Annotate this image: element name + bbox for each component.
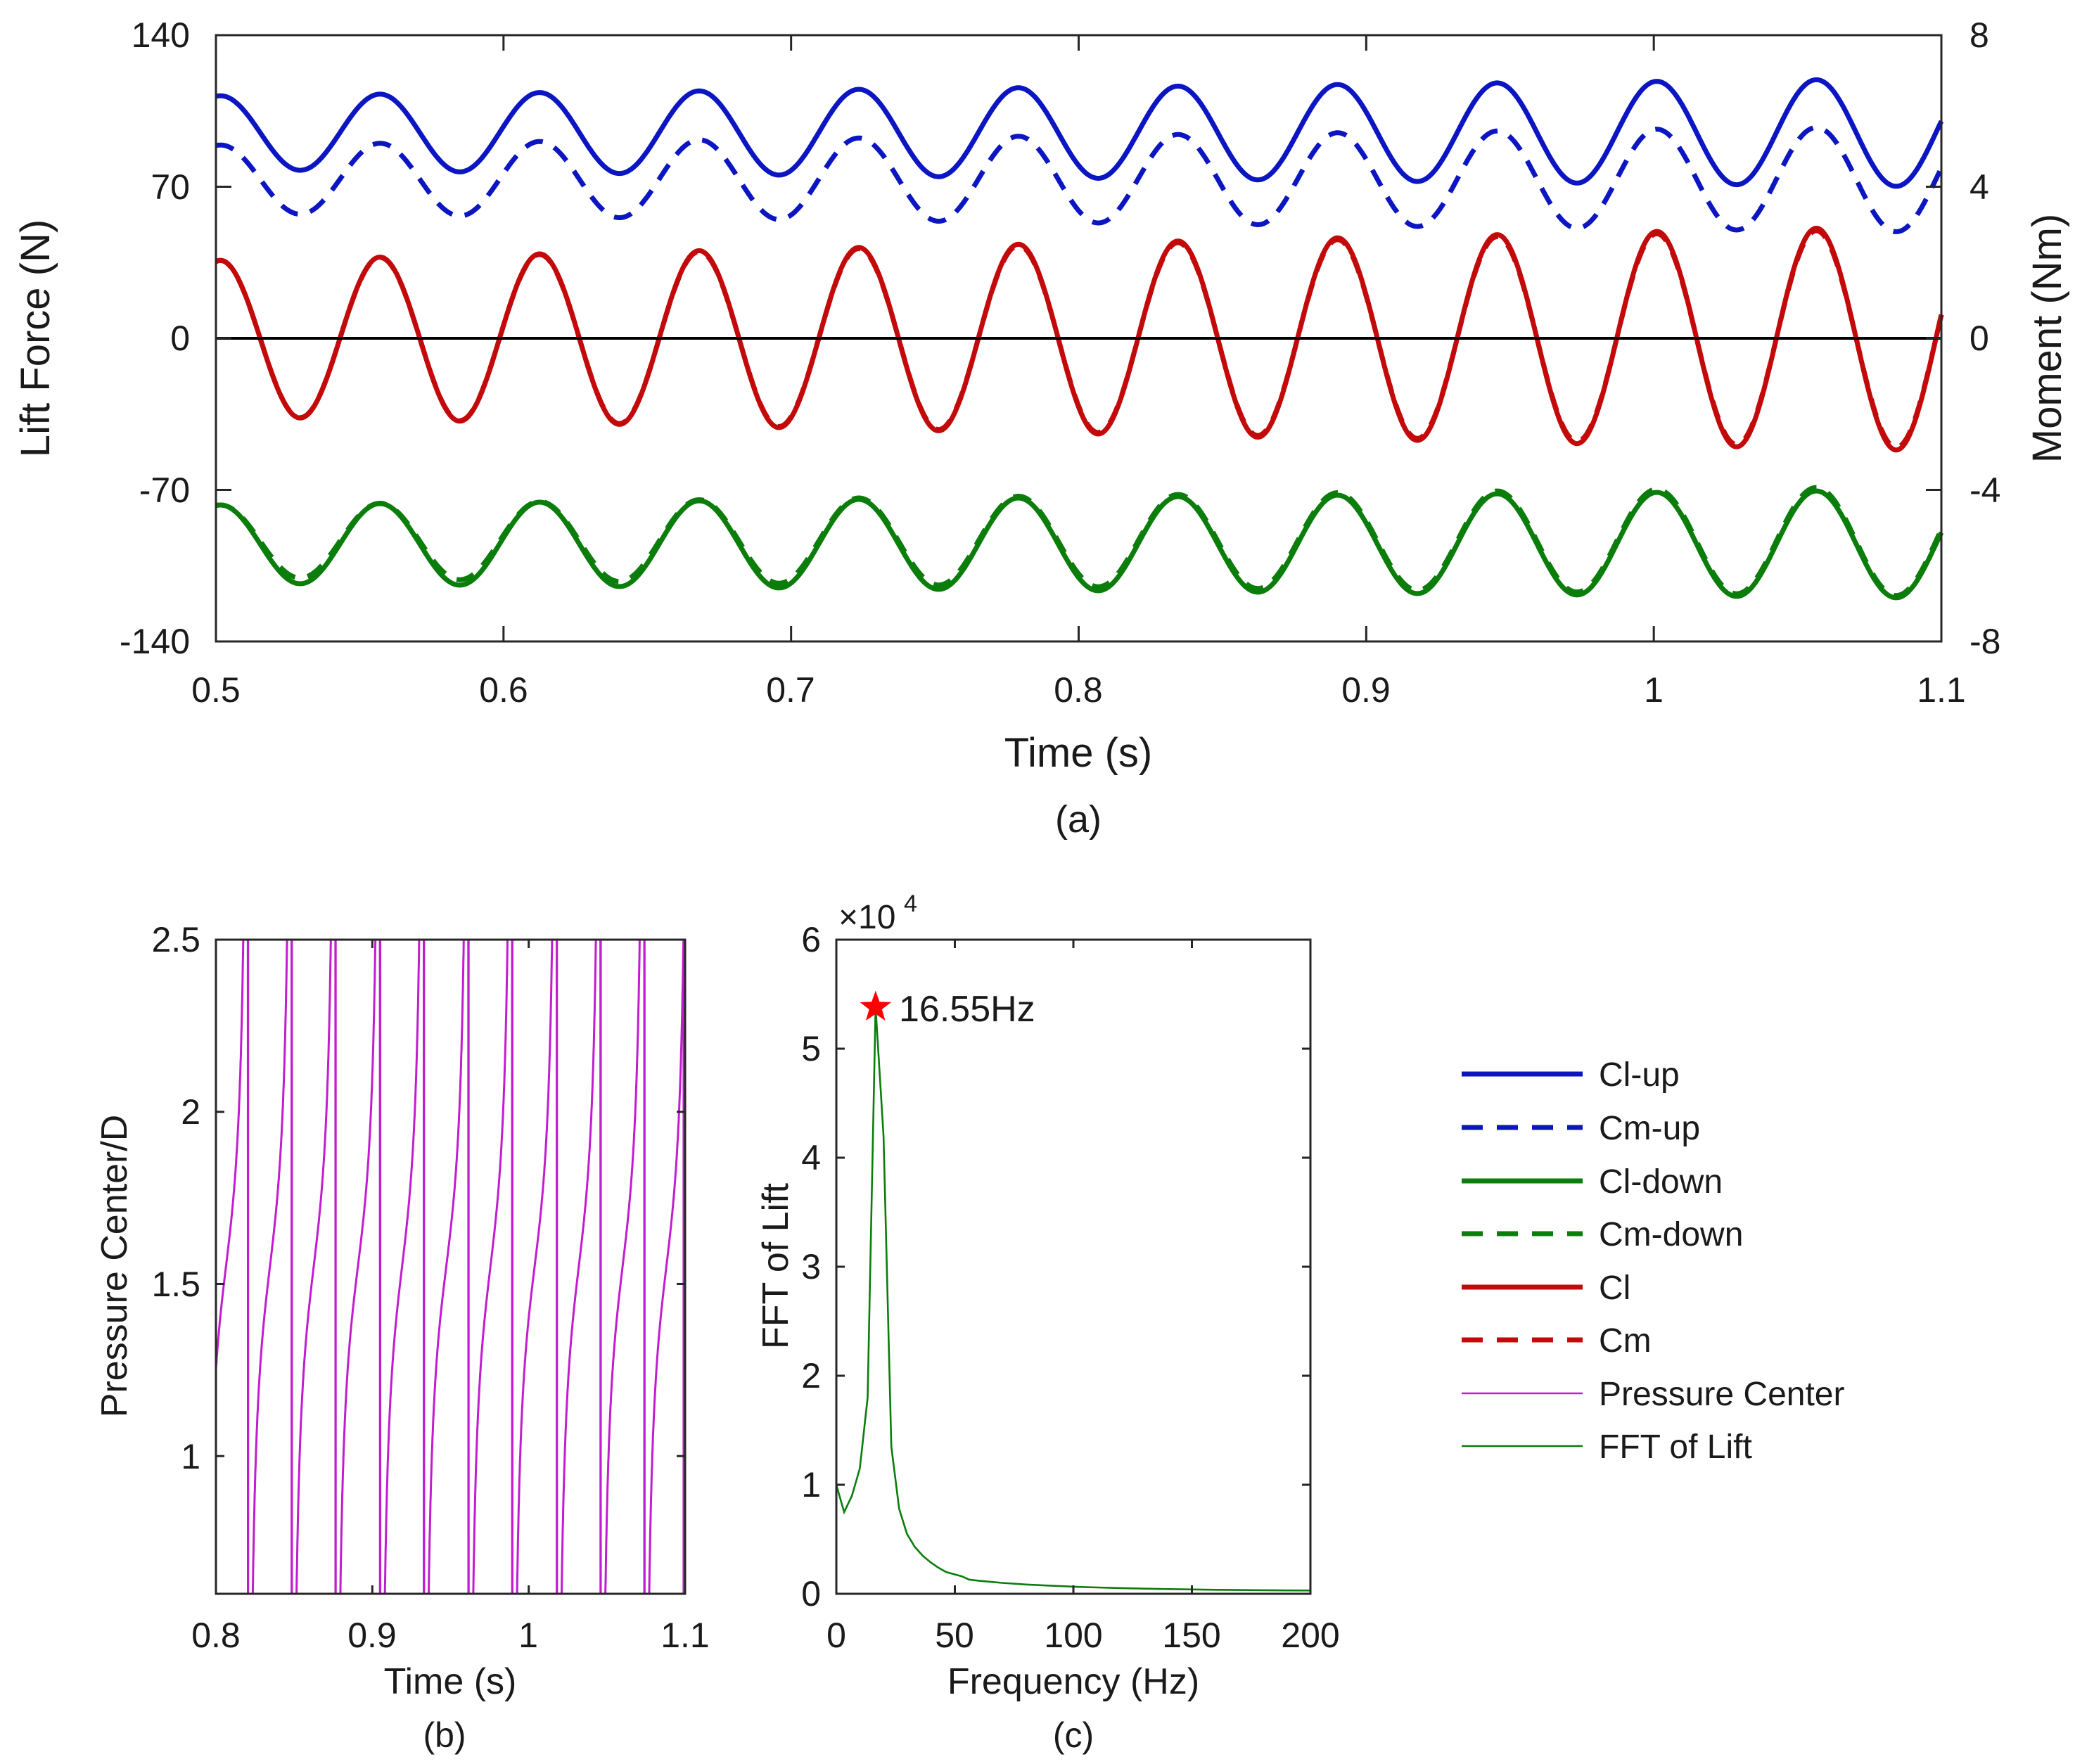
legend-label: Cm-down [1599, 1216, 1743, 1253]
panel-a-y2tick-label: 0 [1969, 319, 1989, 358]
panel-a-caption: (a) [1055, 798, 1102, 841]
panel-a-xtick-label: 0.8 [1054, 670, 1103, 710]
legend-label: Cm [1599, 1322, 1652, 1360]
panel-a-ytick-label: 70 [151, 167, 190, 207]
peak-star-marker [860, 990, 892, 1021]
panel-c-plot-frame [835, 938, 1312, 1595]
panel-a-xtick-label: 0.5 [191, 670, 241, 710]
legend: Cl-up Cm-up Cl-down Cm-down Cl Cm Pressu… [1462, 1056, 1844, 1466]
panel-b-xtick-label: 1 [518, 1616, 538, 1655]
panel-a-y2tick-label: -8 [1969, 622, 2000, 661]
panel-c-xlabel: Frequency (Hz) [947, 1661, 1199, 1702]
legend-label: Cl-up [1599, 1056, 1680, 1094]
panel-a-xlabel: Time (s) [1004, 730, 1152, 776]
panel-b-ytick-label: 2.5 [151, 920, 200, 959]
panel-c-ytick-label: 0 [801, 1574, 821, 1613]
panel-c-ylabel: FFT of Lift [755, 1182, 796, 1349]
panel-a-y2label: Moment (Nm) [2024, 214, 2070, 463]
series-cl-down [215, 488, 1944, 601]
panel-a-ytick-label: -70 [139, 471, 190, 510]
panel-a-xtick-label: 1 [1644, 670, 1664, 710]
panel-a: 0.5 0.6 0.7 0.8 0.9 1 1.1 140 70 0 -70 -… [13, 15, 2070, 841]
panel-c-xtick-label: 50 [935, 1616, 974, 1655]
series-cm-up [215, 124, 1944, 234]
legend-label: Cl [1599, 1270, 1630, 1307]
series-fft-of-lift [835, 1007, 1311, 1592]
legend-label: Pressure Center [1599, 1376, 1844, 1413]
panel-c-ticks [835, 938, 1312, 1595]
panel-a-xtick-label: 0.6 [479, 670, 528, 710]
panel-b-ytick-label: 2 [181, 1092, 200, 1132]
panel-c-exponent-label: ×10 [838, 899, 895, 936]
panel-a-ticks [215, 34, 1943, 643]
series-cl-up [215, 77, 1944, 189]
panel-a-ytick-label: -140 [120, 622, 190, 661]
panel-b-caption: (b) [423, 1715, 466, 1755]
legend-label: Cm-up [1599, 1110, 1700, 1147]
panel-c-xtick-label: 100 [1044, 1616, 1102, 1655]
series-cm-down [215, 485, 1944, 599]
series-pressure-center [216, 940, 685, 1594]
panel-c-xtick-label: 150 [1162, 1616, 1220, 1655]
panel-a-ylabel: Lift Force (N) [13, 219, 58, 457]
panel-b-ylabel: Pressure Center/D [94, 1115, 135, 1418]
panel-a-xtick-label: 1.1 [1917, 670, 1966, 710]
panel-a-y2tick-label: -4 [1969, 471, 2000, 510]
legend-label: FFT of Lift [1599, 1429, 1752, 1466]
panel-b-ytick-label: 1.5 [151, 1265, 200, 1304]
panel-c-ytick-label: 4 [801, 1138, 821, 1177]
panel-c-ytick-label: 1 [801, 1465, 821, 1504]
panel-b-xlabel: Time (s) [384, 1661, 517, 1702]
panel-c-series [835, 990, 1311, 1592]
panel-b-ticks [215, 938, 687, 1594]
panel-c-xtick-label: 0 [826, 1616, 846, 1655]
legend-label: Cl-down [1599, 1163, 1723, 1201]
panel-a-y2tick-label: 8 [1969, 15, 1989, 55]
panel-a-ytick-label: 140 [132, 15, 190, 55]
panel-c-xtick-label: 200 [1281, 1616, 1339, 1655]
panel-b: 0.8 0.9 1 1.1 2.5 2 1.5 1 Time (s) Press… [94, 920, 710, 1755]
panel-c-peak-label: 16.55Hz [899, 989, 1035, 1030]
panel-b-xtick-label: 0.9 [347, 1616, 397, 1655]
panel-b-plot-frame [215, 938, 687, 1595]
panel-a-ytick-label: 0 [170, 319, 190, 358]
panel-b-ytick-label: 1 [181, 1437, 200, 1476]
panel-c-ytick-label: 2 [801, 1356, 821, 1395]
panel-c-ytick-label: 3 [801, 1247, 821, 1286]
panel-c-caption: (c) [1053, 1715, 1094, 1755]
panel-a-xtick-label: 0.9 [1341, 670, 1391, 710]
panel-c-exponent-power: 4 [904, 890, 917, 917]
panel-b-series [216, 940, 685, 1594]
panel-c-ytick-label: 6 [801, 920, 821, 959]
panel-a-xtick-label: 0.7 [766, 670, 815, 710]
panel-c: 0 50 100 150 200 6 5 4 3 2 1 0 ×10 4 16.… [755, 890, 1340, 1755]
panel-b-xtick-label: 1.1 [660, 1616, 710, 1655]
panel-a-series [215, 77, 1944, 601]
panel-b-xtick-label: 0.8 [191, 1616, 241, 1655]
panel-a-y2tick-label: 4 [1969, 167, 1989, 207]
panel-c-ytick-label: 5 [801, 1029, 821, 1068]
series-cm [215, 228, 1944, 450]
